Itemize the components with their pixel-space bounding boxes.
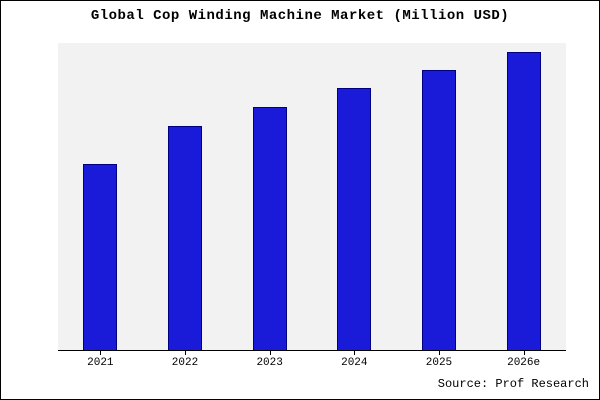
x-label-2025: 2025	[425, 357, 453, 369]
bar-slot-2026e	[506, 43, 541, 350]
source-note: Source: Prof Research	[437, 377, 589, 391]
plot-area	[58, 43, 566, 351]
bar-2023	[252, 107, 287, 350]
bar-2021	[83, 163, 118, 350]
x-label-2023: 2023	[256, 357, 283, 369]
bar-2022	[167, 126, 202, 350]
bar-2024	[337, 87, 372, 350]
x-tick	[184, 351, 186, 355]
bar-slot-2022	[167, 43, 202, 350]
x-label-2024: 2024	[341, 357, 368, 369]
x-label-slot-2022: 2022	[155, 351, 215, 369]
chart-title: Global Cop Winding Machine Market (Milli…	[90, 8, 510, 24]
x-label-2021: 2021	[87, 357, 114, 369]
x-tick	[100, 351, 102, 355]
x-tick	[523, 351, 525, 355]
bar-slot-2024	[337, 43, 372, 350]
bar-slot-2021	[83, 43, 118, 350]
x-axis-labels: 2021 2022 2023 2024 2025 2026e	[58, 351, 566, 369]
bar-series	[58, 43, 566, 350]
bar-2026e	[506, 51, 541, 350]
bar-2025	[421, 69, 456, 350]
x-tick	[269, 351, 271, 355]
x-label-slot-2021: 2021	[70, 351, 130, 369]
bar-slot-2025	[421, 43, 456, 350]
x-label-slot-2023: 2023	[240, 351, 300, 369]
x-label-slot-2024: 2024	[324, 351, 384, 369]
x-tick	[438, 351, 440, 355]
x-label-slot-2026e: 2026e	[494, 351, 554, 369]
x-label-2026e: 2026e	[507, 357, 541, 369]
bar-slot-2023	[252, 43, 287, 350]
x-tick	[354, 351, 356, 355]
x-label-slot-2025: 2025	[409, 351, 469, 369]
x-label-2022: 2022	[171, 357, 199, 369]
